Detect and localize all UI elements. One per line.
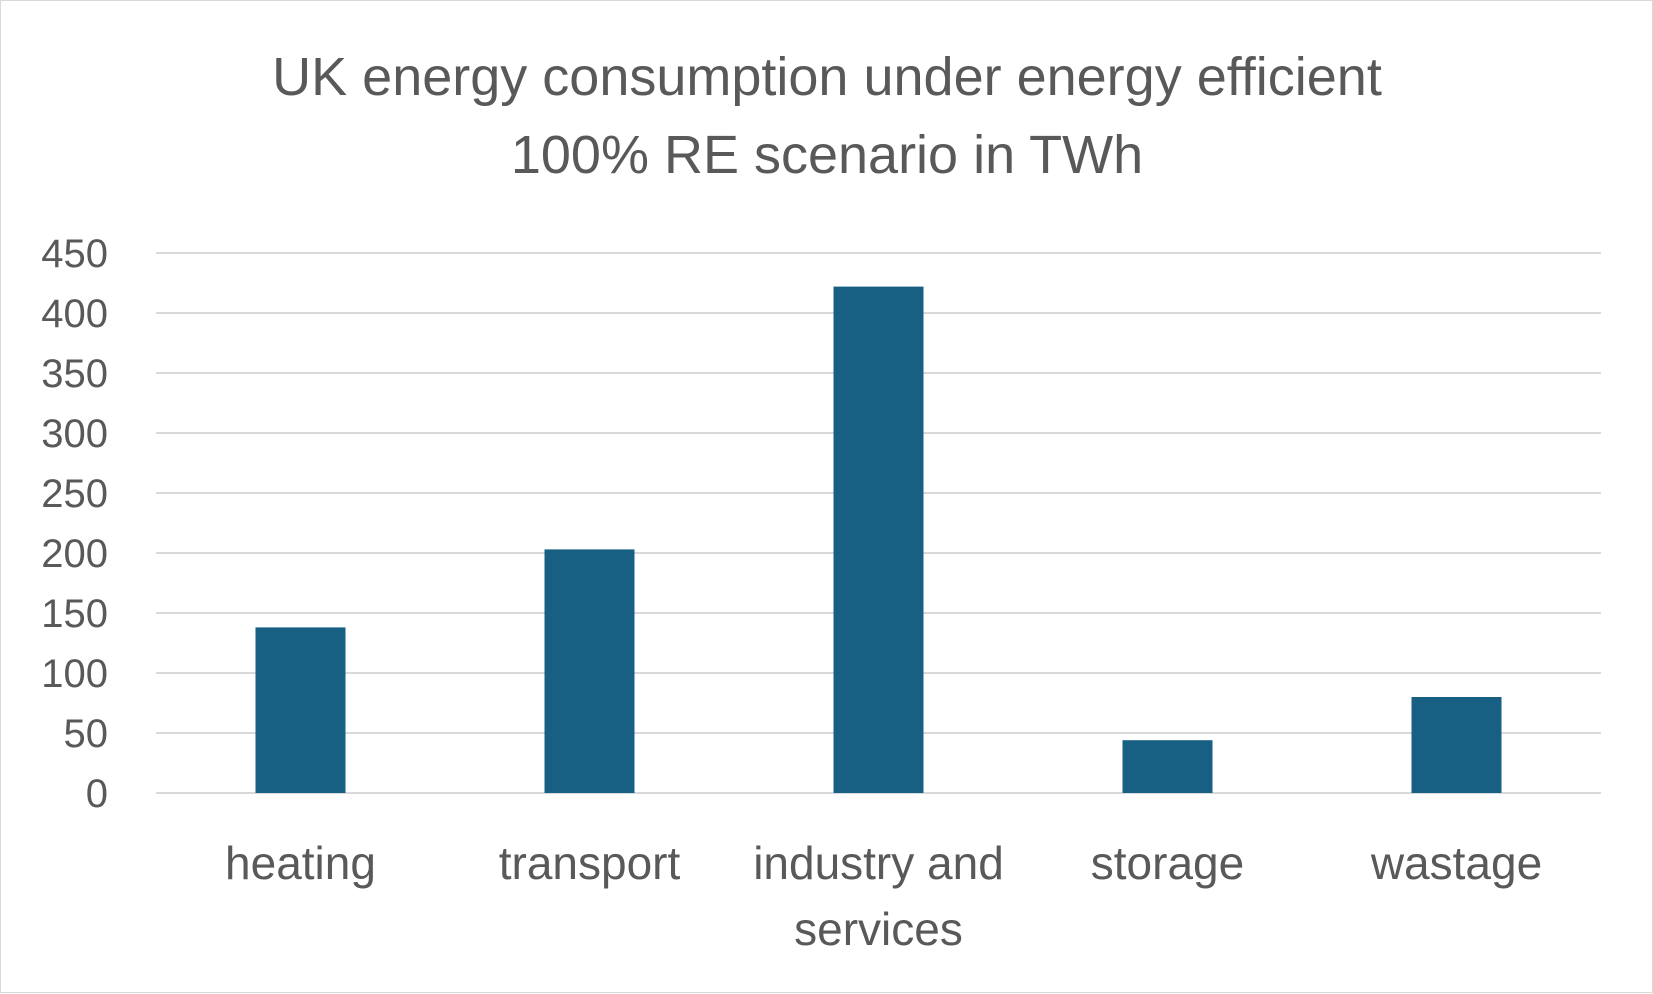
x-category-label: heating [225, 837, 376, 889]
chart-title-line-2: 100% RE scenario in TWh [511, 125, 1143, 185]
chart-title-line-1: UK energy consumption under energy effic… [272, 47, 1382, 107]
y-tick-label: 50 [64, 712, 109, 756]
x-category-label: transport [499, 837, 681, 889]
bars [255, 286, 1502, 793]
y-tick-label: 450 [41, 232, 108, 276]
y-tick-label: 0 [86, 772, 108, 816]
x-category-label: storage [1091, 837, 1244, 889]
y-axis-tick-labels: 0 50 100 150 200 250 300 350 400 450 [41, 232, 108, 816]
x-category-label: services [794, 903, 963, 955]
y-tick-label: 350 [41, 352, 108, 396]
x-category-label: industry and [753, 837, 1004, 889]
bar [1411, 697, 1502, 793]
x-category-label: wastage [1370, 837, 1542, 889]
y-tick-label: 300 [41, 412, 108, 456]
y-tick-label: 150 [41, 592, 108, 636]
y-tick-label: 250 [41, 472, 108, 516]
y-tick-label: 200 [41, 532, 108, 576]
x-axis-category-labels: heating transport industry and services stor… [225, 837, 1542, 955]
bar [544, 549, 635, 793]
y-tick-label: 100 [41, 652, 108, 696]
y-tick-label: 400 [41, 292, 108, 336]
bar [833, 286, 924, 793]
chart-title: UK energy consumption under energy effic… [272, 47, 1382, 185]
bar [255, 627, 346, 793]
bar [1122, 740, 1213, 793]
